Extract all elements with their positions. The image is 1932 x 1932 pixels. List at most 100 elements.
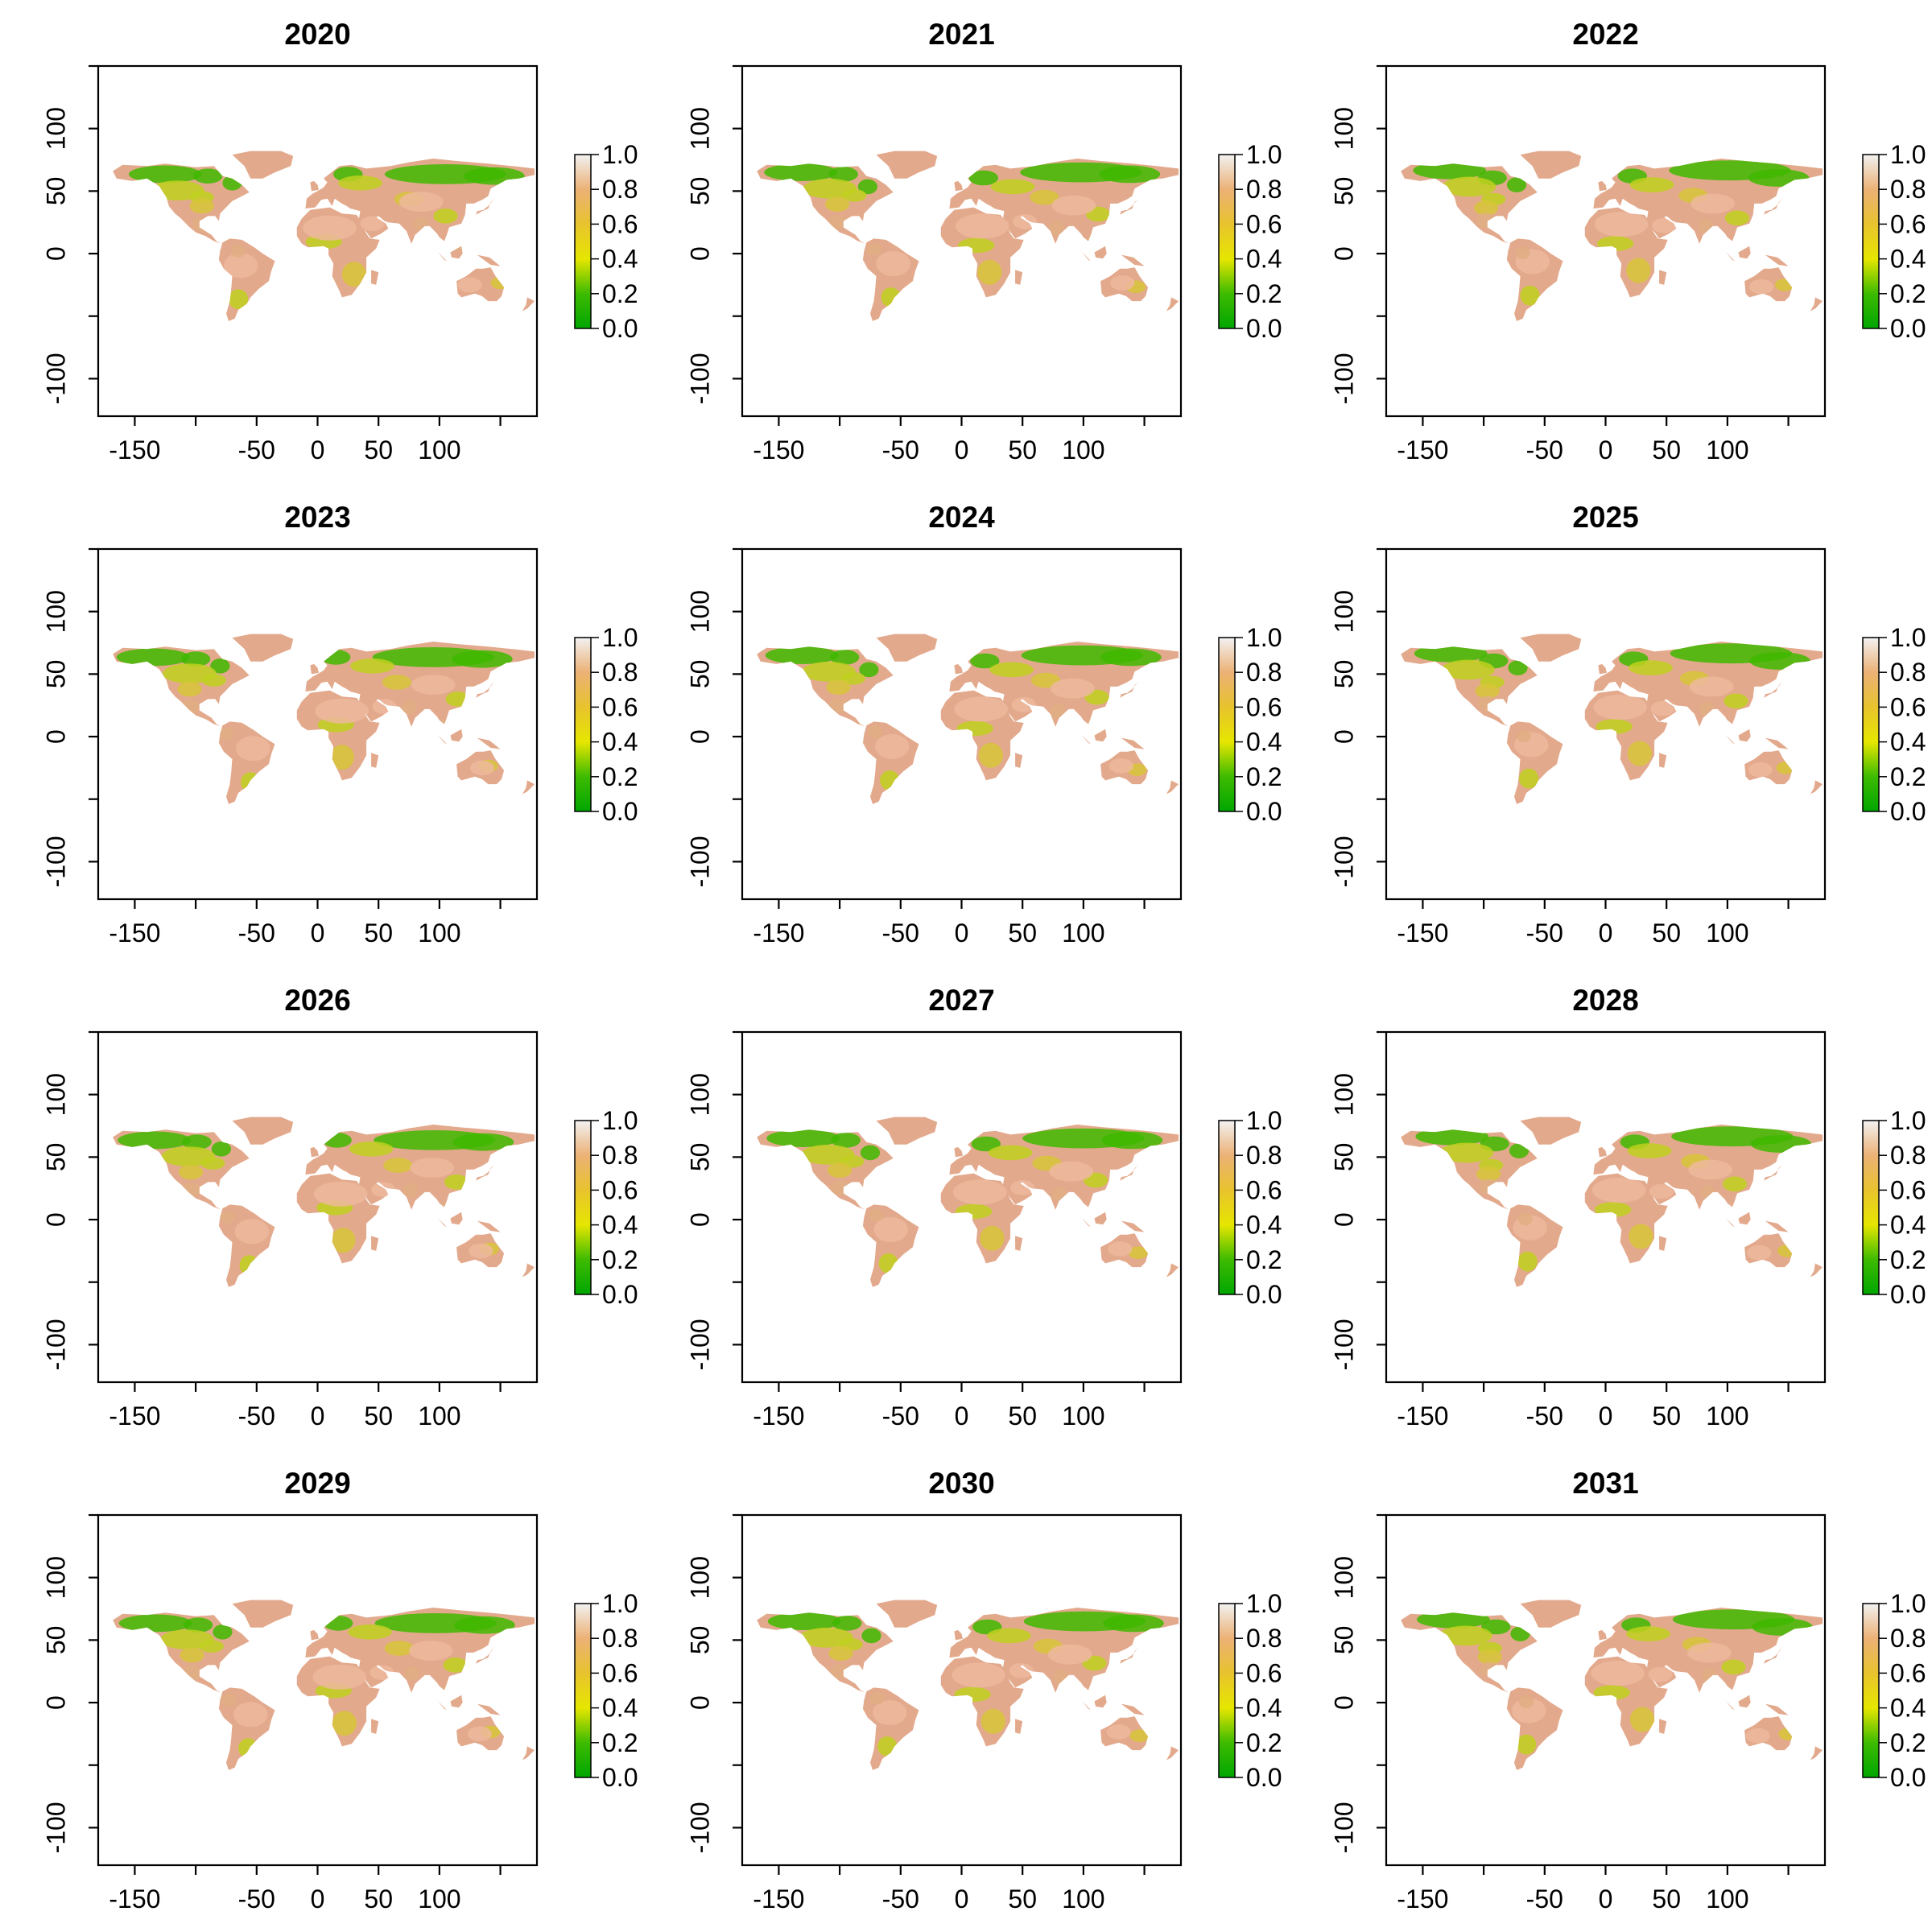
patch xyxy=(1011,697,1036,712)
patch xyxy=(444,1174,469,1190)
patch xyxy=(875,734,910,759)
patch xyxy=(1110,275,1135,291)
y-tick-label: 50 xyxy=(685,177,714,206)
colorbar xyxy=(1862,1603,1880,1778)
x-tick-label: 50 xyxy=(1652,436,1681,464)
patch xyxy=(454,1616,515,1634)
patch xyxy=(1475,683,1500,699)
patch xyxy=(241,772,261,793)
y-tick-label: 100 xyxy=(685,1556,714,1599)
landmass-sumatra xyxy=(433,1213,447,1228)
patch xyxy=(1749,652,1810,670)
landmass-sumatra xyxy=(1077,247,1091,262)
x-tick-label: 100 xyxy=(1706,1885,1748,1913)
x-tick-label: 0 xyxy=(955,436,969,464)
landmass-madagascar xyxy=(1015,753,1023,768)
landmass-uk xyxy=(1598,180,1607,192)
legend-tick-label: 1.0 xyxy=(1890,623,1926,652)
landmass-japan xyxy=(1764,1647,1782,1664)
patch xyxy=(869,1208,884,1222)
x-tick-label: 100 xyxy=(418,1885,460,1913)
y-tick-label: 100 xyxy=(685,1073,714,1116)
patch xyxy=(233,1702,268,1728)
landmass-uk xyxy=(1598,1146,1607,1158)
y-tick-label: 0 xyxy=(685,1695,714,1710)
patch xyxy=(1699,701,1715,717)
patch xyxy=(859,662,879,678)
landmass-madagascar xyxy=(1015,270,1023,285)
y-tick-label: 100 xyxy=(1329,590,1358,633)
patch xyxy=(1748,762,1773,778)
patch xyxy=(990,179,1035,195)
y-tick-label: 0 xyxy=(1329,246,1358,261)
patch xyxy=(1087,716,1107,732)
landmass-newGuinea xyxy=(1765,254,1789,266)
x-tick-label: 50 xyxy=(1008,1885,1037,1913)
patch xyxy=(177,681,202,697)
patch xyxy=(324,1616,353,1631)
patch xyxy=(1101,1131,1163,1150)
patch xyxy=(348,1624,392,1640)
patch xyxy=(830,1180,850,1196)
y-tick-label: -100 xyxy=(1329,1319,1358,1370)
colorbar xyxy=(574,637,592,812)
patch xyxy=(1736,714,1756,730)
landmass-greenland xyxy=(1520,634,1582,662)
legend-tick-label: 0.2 xyxy=(1246,1245,1282,1274)
patch xyxy=(873,1217,908,1242)
patch xyxy=(238,1738,258,1759)
colorbar xyxy=(1862,154,1880,329)
patch xyxy=(1629,177,1674,192)
patch xyxy=(1089,1682,1109,1698)
patch xyxy=(828,1645,853,1661)
x-tick-label: -150 xyxy=(753,919,804,947)
patch xyxy=(452,650,513,668)
landmass-greenland xyxy=(876,634,938,662)
patch xyxy=(1474,200,1499,216)
legend-tick-label: 0.6 xyxy=(1246,1175,1282,1204)
landmass-newZealand xyxy=(1166,1263,1179,1278)
x-tick-label: -50 xyxy=(238,436,275,464)
patch xyxy=(1735,231,1755,247)
patch xyxy=(315,698,369,724)
patch xyxy=(1778,1728,1798,1740)
legend-tick-label: 0.6 xyxy=(1890,1658,1926,1687)
map-panel-2029: 2029 -150 -50 0 50 100 100 50 0 -100 1.0 0.8 0.6 0.4 0… xyxy=(41,1467,638,1913)
legend-tick-label: 0.0 xyxy=(602,314,638,343)
legend-tick-label: 1.0 xyxy=(602,1589,638,1618)
legend-tick-label: 0.0 xyxy=(1246,797,1282,826)
landmass-madagascar xyxy=(371,1236,379,1251)
patch xyxy=(1594,212,1649,237)
landmass-greenland xyxy=(232,1600,294,1628)
y-tick-label: -100 xyxy=(1329,1802,1358,1853)
legend-tick-label: 1.0 xyxy=(1890,1106,1926,1135)
x-tick-label: 0 xyxy=(1599,1402,1613,1430)
x-tick-label: -50 xyxy=(882,1402,919,1430)
patch xyxy=(987,1628,1031,1644)
patch xyxy=(764,163,838,182)
landmass-southAmerica xyxy=(218,238,275,321)
patch xyxy=(1776,762,1796,774)
patch xyxy=(404,1666,419,1681)
landmass-newGuinea xyxy=(477,254,501,266)
legend-tick-label: 0.2 xyxy=(602,279,638,308)
y-tick-label: 50 xyxy=(685,660,714,689)
x-tick-label: 0 xyxy=(311,1885,325,1913)
x-tick-label: -50 xyxy=(1526,1885,1563,1913)
x-tick-label: 100 xyxy=(418,919,460,947)
landmass-newGuinea xyxy=(1121,1220,1145,1232)
patch xyxy=(383,1158,413,1173)
legend-tick-label: 0.8 xyxy=(602,175,638,204)
legend-tick-label: 0.0 xyxy=(1246,1280,1282,1309)
x-tick-label: 50 xyxy=(1652,919,1681,947)
patch xyxy=(1439,1625,1492,1646)
legend-colorbar: 1.0 0.8 0.6 0.4 0.2 0.0 xyxy=(1218,140,1282,343)
patch xyxy=(1688,1159,1732,1180)
legend-colorbar: 1.0 0.8 0.6 0.4 0.2 0.0 xyxy=(1218,623,1282,826)
landmass-madagascar xyxy=(371,270,379,285)
legend-tick-label: 1.0 xyxy=(1246,623,1282,652)
map-panel-2023: 2023 -150 -50 0 50 100 100 50 0 -100 1.0 0.8 0.6 0.4 0… xyxy=(41,501,638,947)
landmass-madagascar xyxy=(1659,1719,1667,1734)
patch xyxy=(234,1219,269,1245)
y-tick-label: -100 xyxy=(685,836,714,887)
